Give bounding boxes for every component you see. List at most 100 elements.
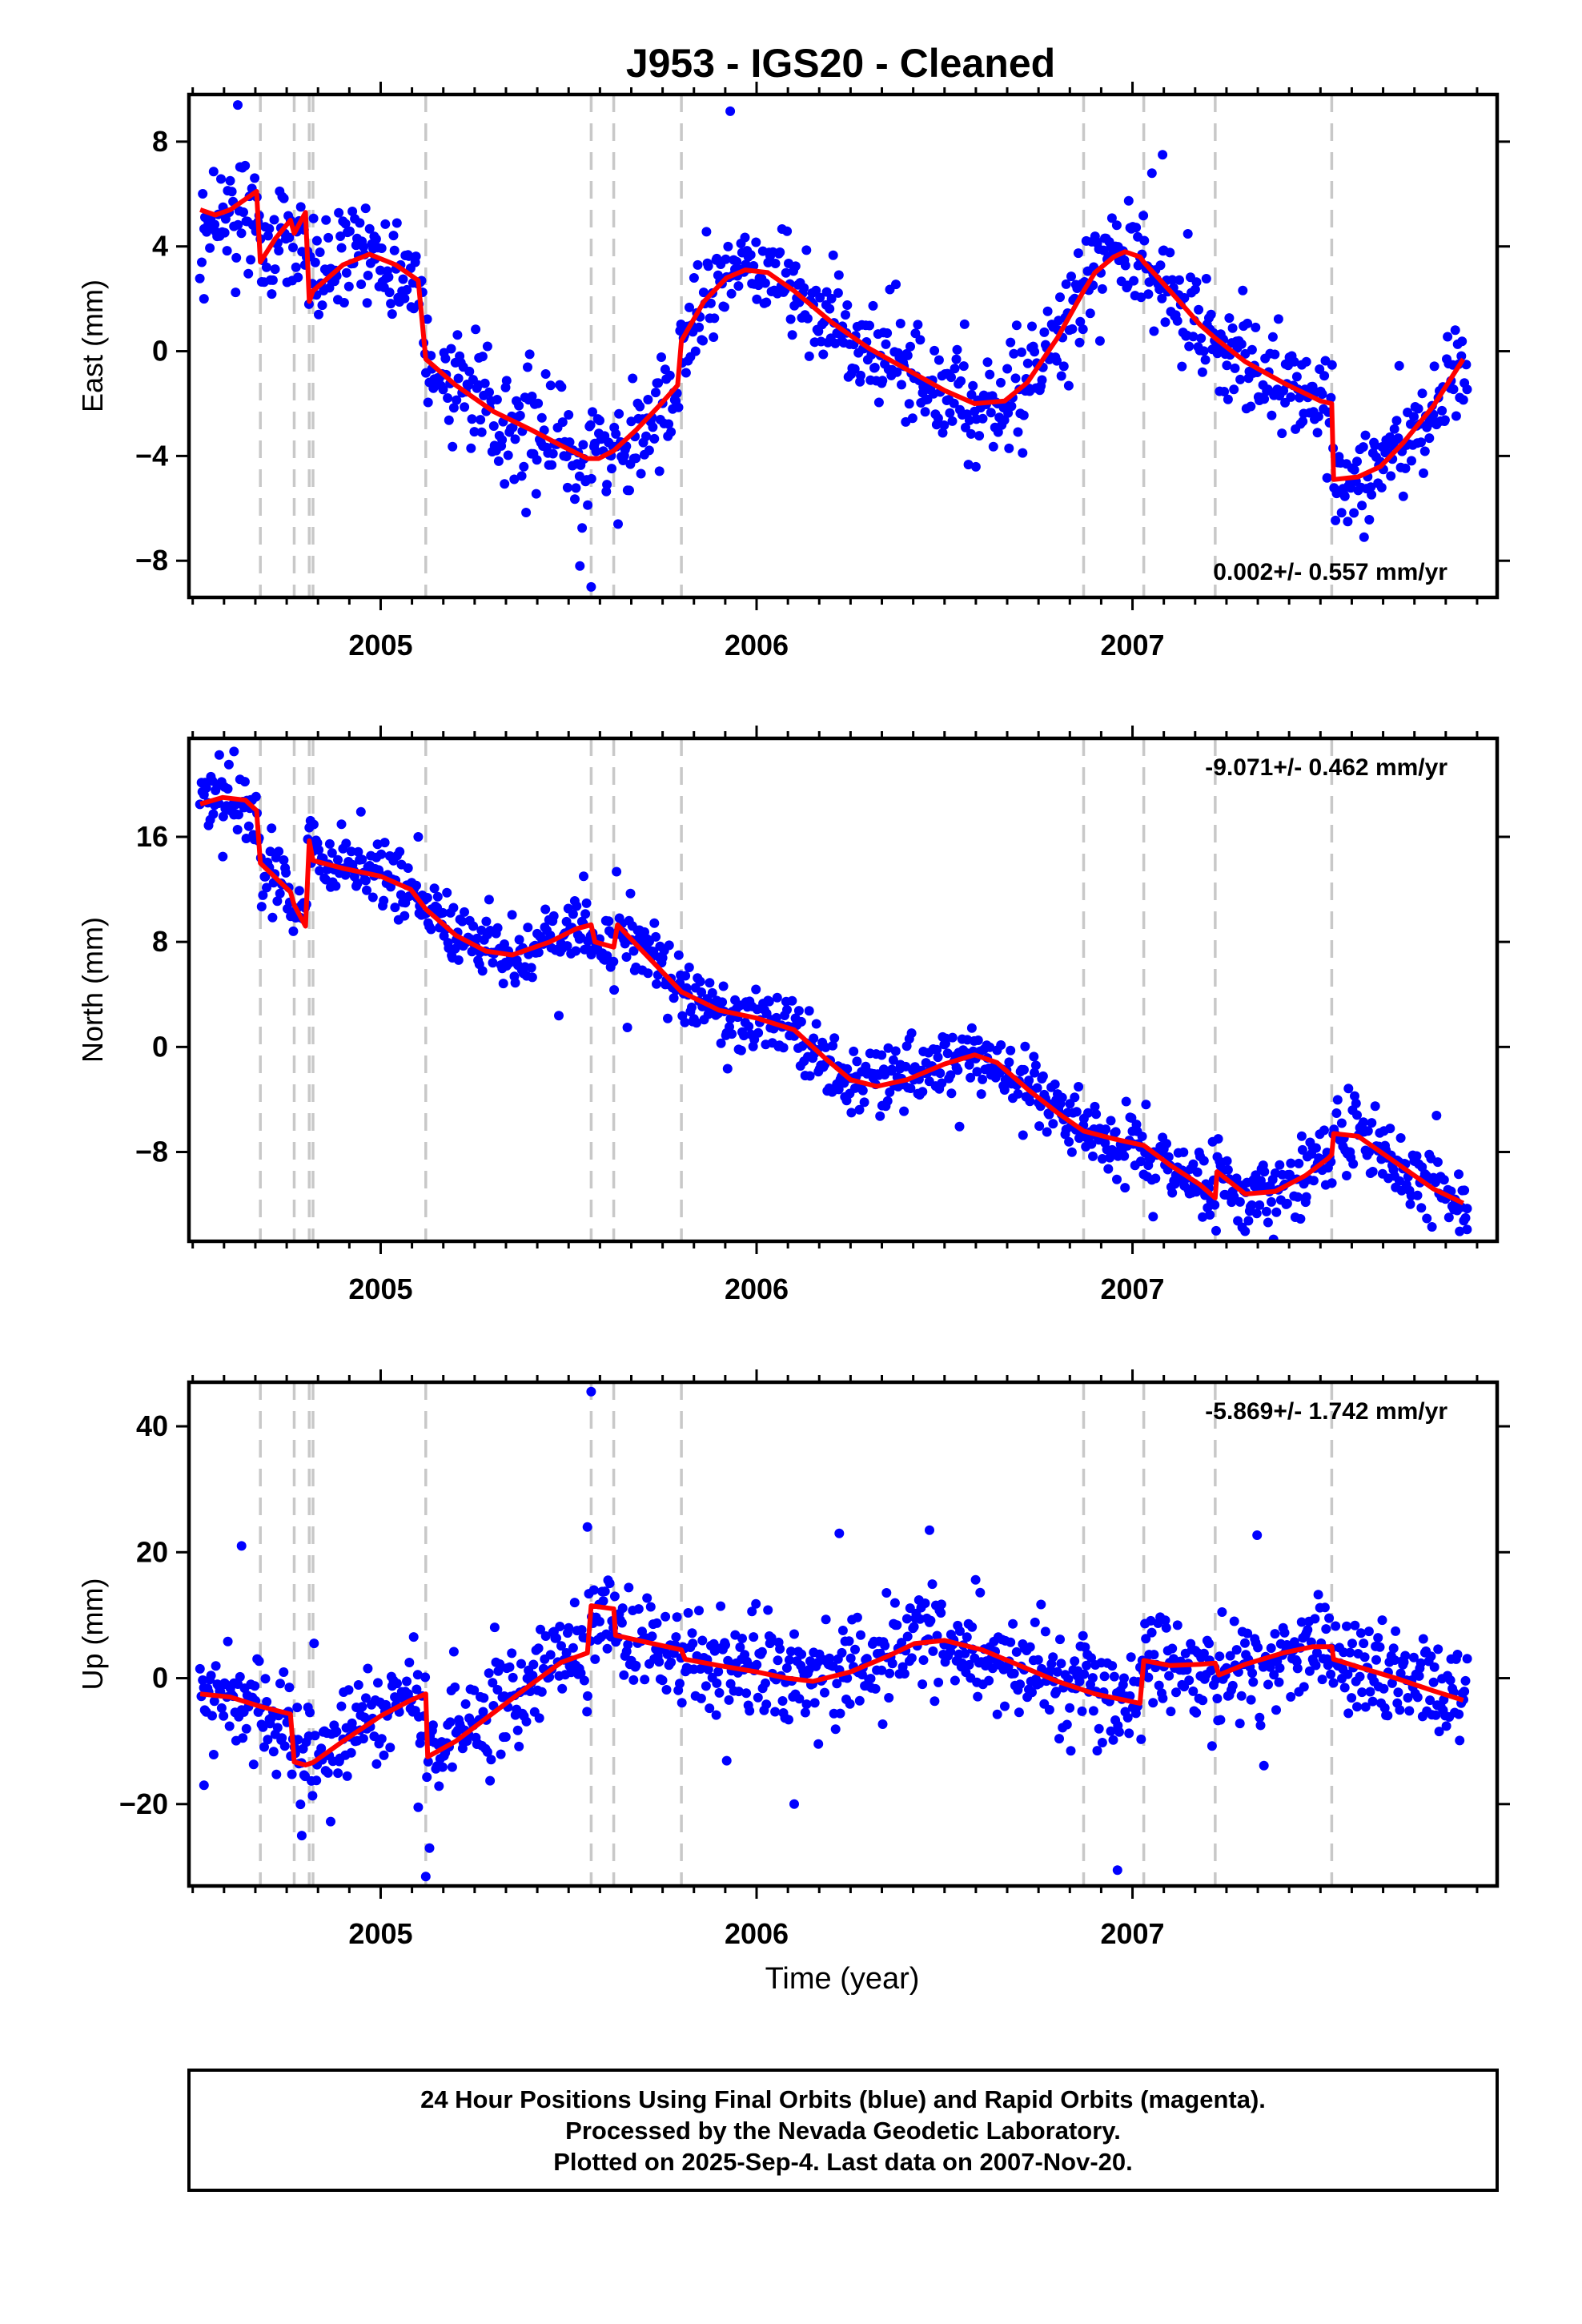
data-point [476,427,487,437]
data-point [740,232,750,243]
data-point [725,106,736,116]
data-point [1462,1654,1472,1664]
data-point [834,1528,845,1538]
data-point [1360,1702,1371,1712]
data-point [1248,1677,1259,1687]
data-point [1295,392,1305,403]
data-point [355,218,365,228]
data-point [438,907,448,918]
data-point [452,395,462,405]
data-point [442,887,452,898]
data-point [311,235,322,246]
data-point [1391,416,1402,426]
data-point [786,1647,796,1657]
data-point [432,891,443,902]
data-point [698,336,708,346]
data-point [1274,1677,1284,1687]
data-point [1429,1662,1439,1672]
data-point [346,1747,356,1758]
data-point [1141,1100,1151,1110]
data-point [1385,1124,1395,1134]
data-point [331,881,341,891]
data-point [1162,1139,1171,1149]
data-point [1317,389,1327,400]
data-point [1032,1083,1042,1093]
data-point [239,207,248,217]
data-point [272,896,283,907]
data-point [277,1733,287,1743]
data-point [1108,1735,1118,1745]
data-point [267,289,277,300]
data-point [982,357,993,368]
data-point [999,1085,1010,1095]
data-point [1273,1252,1283,1261]
data-point [1210,1200,1220,1210]
data-point [570,494,580,505]
data-point [966,1023,977,1033]
data-point [694,1606,704,1616]
data-point [1259,394,1270,404]
data-point [481,916,492,927]
data-point [657,1675,668,1686]
data-point [586,473,596,484]
data-point [666,1657,677,1667]
data-point [1022,358,1033,368]
data-point [687,1002,697,1012]
data-point [713,1667,724,1677]
data-point [716,1038,726,1048]
data-point [516,471,527,481]
data-point [628,373,638,384]
data-point [648,947,659,957]
data-point [1224,313,1235,324]
data-point [663,1013,673,1023]
data-point [206,1671,216,1681]
data-point [797,1649,807,1659]
data-point [975,1587,986,1598]
data-point [1405,1199,1415,1209]
data-point [1379,1683,1389,1694]
data-point [1460,1212,1471,1223]
data-point [1263,1217,1273,1228]
data-point [642,1593,652,1603]
data-point [761,1699,772,1710]
data-point [721,1755,732,1766]
data-point [1231,1645,1242,1655]
data-point [641,431,651,441]
data-point [793,1006,804,1016]
data-point [408,1632,419,1642]
data-point [938,428,948,438]
data-point [557,1683,568,1694]
data-point [899,1669,909,1679]
data-point [937,1078,947,1088]
data-point [964,1059,974,1070]
data-point [1439,415,1450,425]
data-point [260,1674,271,1684]
data-point [294,886,304,896]
data-point [1403,1693,1413,1703]
data-point [833,1084,844,1095]
data-point [856,370,865,380]
data-point [1455,1226,1465,1236]
data-point [952,344,962,355]
data-point [1227,323,1238,333]
data-point [934,1677,944,1687]
data-point [1428,1677,1439,1687]
data-point [628,946,639,956]
data-point [1400,1651,1411,1661]
data-point [1301,356,1311,367]
data-point [452,330,463,340]
data-point [984,1675,994,1686]
model-fit-line [199,189,1466,482]
data-point [514,400,524,411]
data-point [353,846,363,857]
data-point [1042,1127,1052,1137]
data-point [946,372,956,383]
data-point [540,904,551,915]
data-point [960,1648,970,1659]
data-point [1165,247,1175,258]
data-point [1275,1663,1285,1673]
data-point [556,1641,566,1651]
data-point [279,1667,289,1677]
data-point [1030,1617,1040,1627]
data-point [235,1671,245,1682]
